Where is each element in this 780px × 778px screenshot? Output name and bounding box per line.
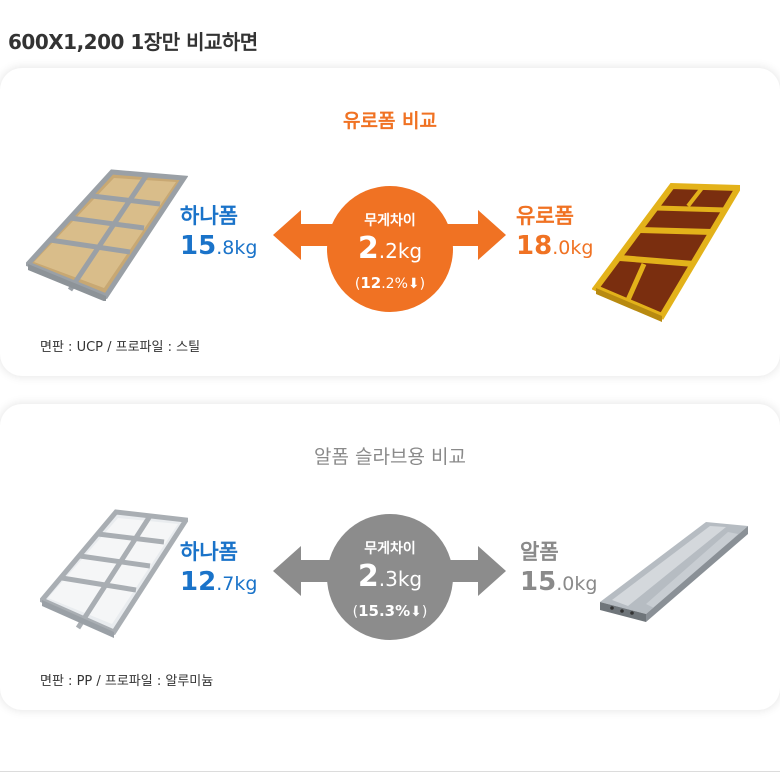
product-weight: 12.7kg — [180, 567, 258, 597]
spec-text: 면판 : UCP / 프로파일 : 스틸 — [40, 340, 201, 355]
page-title: 600X1,200 1장만 비교하면 — [8, 30, 258, 54]
left-arrow-icon — [273, 210, 345, 260]
right-arrow-icon — [434, 546, 506, 596]
product-weight: 18.0kg — [516, 231, 594, 261]
hanaform-pp-panel-image — [40, 509, 188, 638]
product-name: 유로폼 — [516, 204, 574, 228]
euroform-comparison-card: 유로폼 비교 하나폼 15.8kg 무게차이 2.2kg (12.2%⬇) 유로… — [0, 68, 780, 376]
product-weight: 15.0kg — [520, 567, 598, 597]
spec-text: 면판 : PP / 프로파일 : 알루미늄 — [40, 674, 214, 689]
hanaform-weight: 하나폼 15.8kg — [180, 202, 257, 264]
diff-percent: (12.2%⬇) — [354, 274, 426, 292]
diff-value: 2.2kg — [357, 231, 423, 266]
euroform-weight: 유로폼 18.0kg — [516, 202, 593, 264]
diff-value: 2.3kg — [357, 559, 423, 594]
diff-label: 무게차이 — [364, 541, 416, 557]
euroform-steel-panel-image — [592, 182, 740, 322]
alform-slab-comparison-card: 알폼 슬라브용 비교 하나폼 12.7kg 무게차이 2.3kg (15.3%⬇… — [0, 404, 780, 710]
weight-difference-badge: 무게차이 2.3kg (15.3%⬇) — [327, 514, 453, 640]
down-arrow-icon: ⬇ — [410, 604, 422, 620]
weight-difference-badge: 무게차이 2.2kg (12.2%⬇) — [327, 186, 453, 312]
diff-label: 무게차이 — [364, 213, 416, 229]
diff-percent: (15.3%⬇) — [352, 602, 428, 620]
product-weight: 15.8kg — [180, 231, 258, 261]
product-name: 알폼 — [520, 540, 559, 564]
card-title: 알폼 슬라브용 비교 — [314, 446, 466, 468]
right-arrow-icon — [434, 210, 506, 260]
product-name: 하나폼 — [180, 204, 238, 228]
down-arrow-icon: ⬇ — [407, 276, 420, 292]
hanaform-ucp-panel-image — [26, 169, 188, 301]
alform-weight: 알폼 15.0kg — [520, 538, 597, 600]
left-arrow-icon — [273, 546, 345, 596]
hanaform-weight: 하나폼 12.7kg — [180, 538, 257, 600]
divider — [0, 771, 780, 772]
alform-aluminum-panel-image — [600, 522, 748, 622]
card-title: 유로폼 비교 — [342, 110, 437, 132]
product-name: 하나폼 — [180, 540, 238, 564]
